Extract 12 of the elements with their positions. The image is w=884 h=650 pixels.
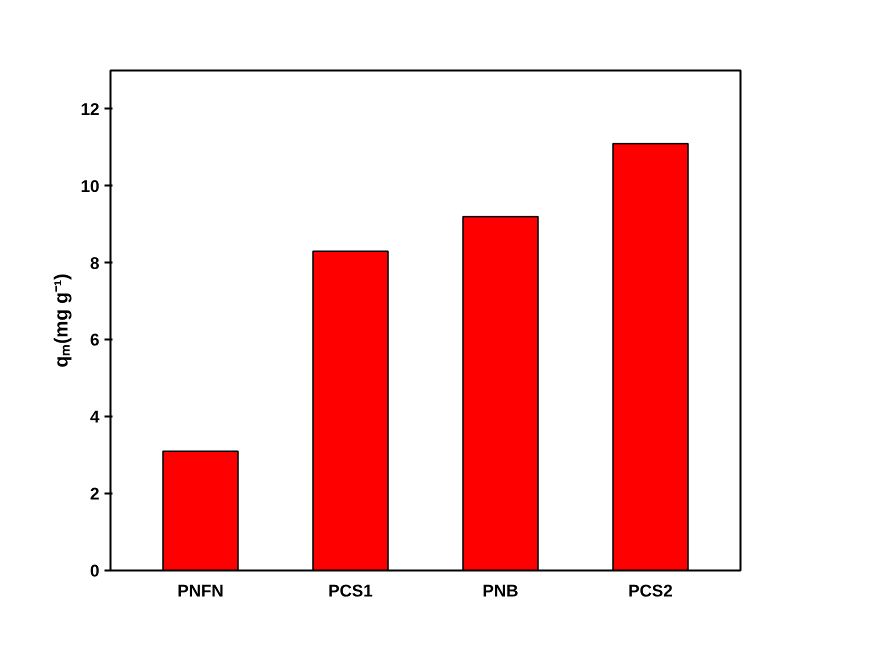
y-tick-label: 2: [90, 484, 100, 504]
x-tick-label: PCS1: [328, 582, 373, 600]
y-tick-label: 12: [80, 100, 100, 119]
x-tick-label: PCS2: [628, 582, 673, 600]
y-tick-label: 8: [90, 254, 100, 273]
x-tick-label: PNFN: [177, 582, 224, 600]
y-axis-title: qₘ(mg g⁻¹): [52, 274, 73, 368]
y-tick-label: 10: [80, 176, 100, 196]
x-tick-label: PNB: [482, 582, 518, 600]
y-tick-label: 6: [90, 330, 100, 350]
y-tick-label: 0: [90, 562, 100, 580]
y-tick-label: 4: [90, 408, 100, 427]
